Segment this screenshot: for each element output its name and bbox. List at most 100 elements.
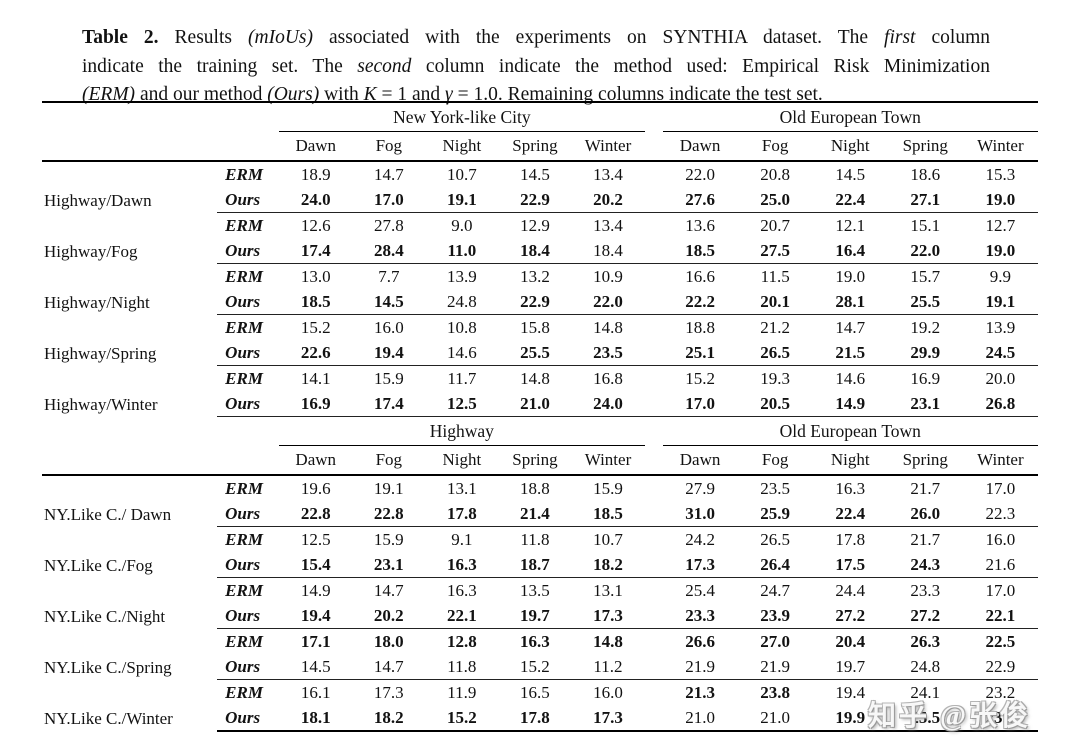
group-gap bbox=[645, 680, 663, 706]
data-cell: 14.7 bbox=[352, 654, 426, 680]
data-cell: 11.8 bbox=[425, 654, 499, 680]
erm-row: NY.Like C./ Dawn ERM 19.6 19.1 13.1 18.8 15.9 2… bbox=[42, 475, 1038, 524]
data-cell: 16.4 bbox=[812, 238, 888, 264]
group-header: Old European Town bbox=[662, 102, 1038, 132]
method-label: ERM bbox=[225, 266, 263, 286]
data-cell: 19.7 bbox=[498, 603, 572, 629]
data-cell: 27.8 bbox=[373, 215, 404, 235]
data-cell: 20.0 bbox=[985, 368, 1016, 388]
col-header: Spring bbox=[887, 445, 963, 476]
method-label: ERM bbox=[225, 580, 263, 600]
data-cell: 7.7 bbox=[378, 266, 400, 286]
data-cell: 25.0 bbox=[737, 187, 813, 213]
results-table-top: New York-like City Old European Town Dawn F… bbox=[42, 101, 1038, 417]
data-cell: 14.5 bbox=[835, 164, 866, 184]
data-cell: 15.3 bbox=[985, 164, 1016, 184]
col-header: Winter bbox=[571, 445, 645, 476]
ours-row: Ours 22.6 19.4 14.6 25.5 23.5 25.1 26.5 21.5 29.9… bbox=[42, 340, 1038, 366]
data-cell: 12.5 bbox=[425, 391, 499, 417]
data-cell: 27.2 bbox=[887, 603, 963, 629]
data-cell: 14.1 bbox=[300, 368, 331, 388]
row-label: NY.Like C./Spring bbox=[44, 657, 172, 677]
data-cell: 18.2 bbox=[571, 552, 645, 578]
data-cell: 11.9 bbox=[447, 682, 477, 702]
data-cell: 22.2 bbox=[662, 289, 738, 315]
caption-segment: and our method bbox=[135, 84, 268, 105]
data-cell: 23.8 bbox=[760, 682, 791, 702]
caption-line: (ERM) and our method (Ours) with K = 1 a… bbox=[82, 81, 990, 110]
row-label: Highway/Spring bbox=[44, 343, 157, 363]
data-cell: 22.5 bbox=[985, 631, 1016, 651]
ours-row: Ours 16.9 17.4 12.5 21.0 24.0 17.0 20.5 14.9 23.1… bbox=[42, 391, 1038, 417]
data-cell: 21.7 bbox=[910, 529, 941, 549]
row-label: Highway/Dawn bbox=[44, 190, 152, 210]
data-cell: 19.1 bbox=[962, 289, 1038, 315]
data-cell: 22.1 bbox=[425, 603, 499, 629]
data-cell: 24.4 bbox=[835, 580, 866, 600]
group-gap bbox=[644, 187, 663, 213]
data-cell: 17.0 bbox=[662, 391, 738, 417]
group-gap bbox=[644, 603, 663, 629]
col-header: Dawn bbox=[662, 131, 738, 162]
table-header: New York-like City Old European Town Dawn F… bbox=[42, 102, 1038, 162]
data-cell: 13.5 bbox=[520, 580, 550, 600]
data-cell: 21.3 bbox=[685, 682, 715, 702]
data-cell: 18.1 bbox=[279, 705, 353, 732]
method-label: ERM bbox=[225, 529, 263, 549]
data-cell: 23.2 bbox=[985, 682, 1016, 702]
data-cell: 14.6 bbox=[835, 368, 866, 388]
ours-row: Ours 17.4 28.4 11.0 18.4 18.4 18.5 27.5 16.4 22.0… bbox=[42, 238, 1038, 264]
header-spacer bbox=[42, 131, 280, 162]
data-cell: 22.0 bbox=[685, 164, 715, 184]
method-label: ERM bbox=[225, 317, 263, 337]
group-gap bbox=[644, 391, 663, 417]
data-cell: 27.9 bbox=[685, 478, 715, 498]
data-cell: 21.0 bbox=[498, 391, 572, 417]
header-spacer bbox=[42, 102, 279, 132]
row-group: Highway/Spring ERM 15.2 16.0 10.8 15.8 14.8 18.… bbox=[42, 315, 1038, 366]
data-cell: 15.9 bbox=[373, 368, 404, 388]
col-header: Dawn bbox=[279, 131, 353, 162]
data-cell: 19.4 bbox=[835, 682, 866, 702]
results-tables: New York-like City Old European Town Dawn F… bbox=[42, 101, 1038, 732]
data-cell: 16.3 bbox=[835, 478, 866, 498]
caption-segment: = 1.0. Remaining columns indicate the te… bbox=[452, 84, 823, 105]
data-cell: 22.0 bbox=[571, 289, 645, 315]
group-gap bbox=[645, 527, 663, 553]
data-cell: 15.1 bbox=[910, 215, 941, 235]
col-header: Winter bbox=[962, 445, 1038, 476]
ours-row: Ours 18.5 14.5 24.8 22.9 22.0 22.2 20.1 28.1 25.5… bbox=[42, 289, 1038, 315]
method-label: Ours bbox=[217, 187, 280, 213]
data-cell: 14.5 bbox=[520, 164, 550, 184]
col-header: Fog bbox=[737, 445, 813, 476]
data-cell: 15.2 bbox=[685, 368, 715, 388]
col-header: Spring bbox=[498, 445, 572, 476]
group-gap bbox=[644, 654, 663, 680]
data-cell: 17.0 bbox=[985, 478, 1016, 498]
row-group: NY.Like C./ Dawn ERM 19.6 19.1 13.1 18.8 15.9 2… bbox=[42, 475, 1038, 527]
data-cell: 22.8 bbox=[279, 501, 353, 527]
ours-row: Ours 24.0 17.0 19.1 22.9 20.2 27.6 25.0 22.4 27.1… bbox=[42, 187, 1038, 213]
data-cell: 15.8 bbox=[520, 317, 550, 337]
data-cell: 20.4 bbox=[835, 631, 866, 651]
data-cell: 25.1 bbox=[662, 340, 738, 366]
data-cell: 10.7 bbox=[447, 164, 477, 184]
table-header: Highway Old European Town Dawn Fog Night Spri… bbox=[42, 417, 1038, 476]
data-cell: 14.8 bbox=[593, 631, 623, 651]
data-cell: 22.9 bbox=[498, 187, 572, 213]
data-cell: 18.8 bbox=[520, 478, 550, 498]
ours-row: Ours 22.8 22.8 17.8 21.4 18.5 31.0 25.9 22.4 26.0… bbox=[42, 501, 1038, 527]
data-cell: 13.1 bbox=[593, 580, 623, 600]
data-cell: 19.6 bbox=[300, 478, 331, 498]
erm-row: Highway/Dawn ERM 18.9 14.7 10.7 14.5 13.4 22.0 2… bbox=[42, 161, 1038, 210]
column-header-row: Dawn Fog Night Spring Winter Dawn Fog Night Spri… bbox=[42, 131, 1038, 162]
data-cell: 17.3 bbox=[571, 705, 645, 732]
data-cell: 11.8 bbox=[520, 529, 550, 549]
data-cell: 14.9 bbox=[812, 391, 888, 417]
group-gap bbox=[644, 340, 663, 366]
data-cell: 18.4 bbox=[571, 238, 645, 264]
data-cell: 18.9 bbox=[300, 164, 331, 184]
group-header: Highway bbox=[279, 417, 645, 446]
header-spacer bbox=[42, 445, 280, 476]
data-cell: 16.1 bbox=[300, 682, 331, 702]
